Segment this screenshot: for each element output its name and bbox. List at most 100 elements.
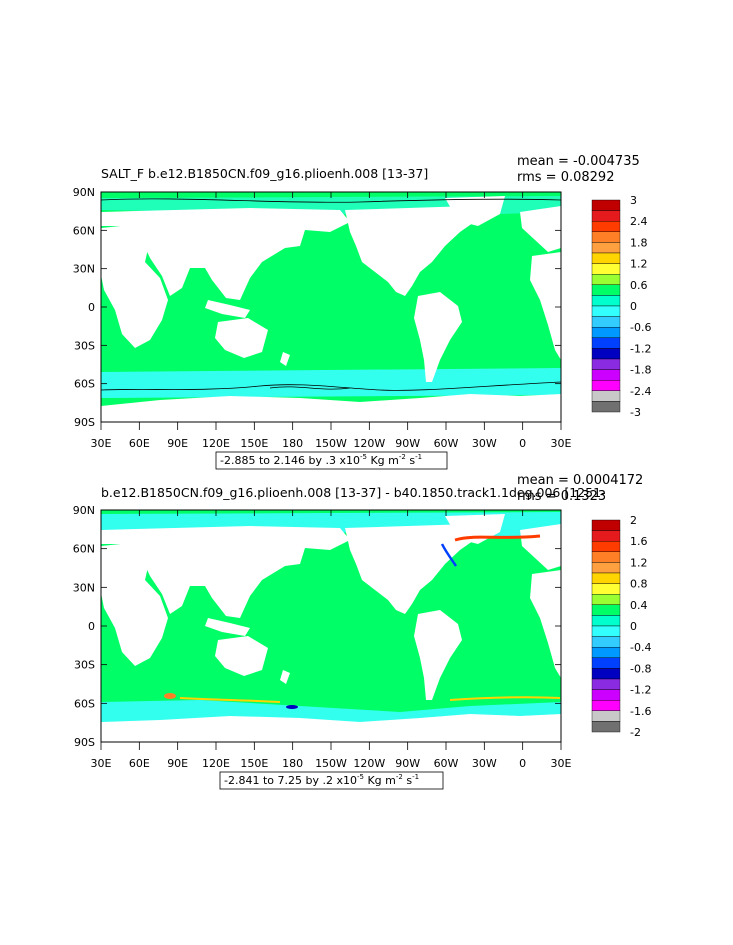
- contour-line: [100, 198, 562, 203]
- longitude-label: 180: [282, 437, 303, 450]
- longitude-label: 90W: [395, 437, 420, 450]
- land-north-america: [345, 524, 480, 614]
- colorbar-swatch: [591, 401, 621, 413]
- rms-value: rms = 0.1323: [517, 489, 606, 504]
- colorbar-swatch: [591, 636, 621, 648]
- anomaly-southern-ocean: [164, 693, 176, 699]
- colorbar-label: -1.8: [630, 364, 651, 377]
- panel-title: b.e12.B1850CN.f09_g16.plioenh.008 [13-37…: [101, 485, 606, 500]
- longitude-label: 60E: [129, 757, 150, 770]
- latitude-label: 0: [88, 301, 95, 314]
- contour-line: [269, 386, 351, 390]
- longitude-label: 120W: [353, 437, 385, 450]
- latitude-label: 90S: [74, 736, 95, 749]
- range-label: -2.841 to 7.25 by .2 x10-5 Kg m-2 s-1: [224, 773, 419, 787]
- colorbar-swatch: [591, 337, 621, 349]
- colorbar-swatch: [591, 390, 621, 402]
- colorbar-swatch: [591, 721, 621, 733]
- anomaly-southern-ocean: [179, 697, 281, 703]
- mean-value: mean = 0.0004172: [517, 473, 643, 488]
- land-africa-east-edge: [530, 570, 561, 678]
- colorbar-swatch: [591, 263, 621, 275]
- colorbar-label: -1.2: [630, 684, 651, 697]
- colorbar-swatch: [591, 231, 621, 243]
- colorbar: 3 2.4 1.8 1.2 0.6 0 -0.6 -1.2 -1.8 -2.4 -3: [591, 194, 651, 419]
- longitude-label: 150E: [240, 757, 268, 770]
- latitude-label: 90N: [73, 186, 95, 199]
- latitude-labels: 90N 60N 30N 0 30S 60S 90S: [73, 186, 95, 429]
- land-antarctica: [101, 714, 561, 742]
- land-antarctica: [101, 394, 561, 422]
- longitude-label: 0: [519, 437, 526, 450]
- colorbar: 2 1.6 1.2 0.8 0.4 0 -0.4 -0.8 -1.2 -1.6 -2: [591, 514, 651, 739]
- land-south-america: [414, 610, 462, 700]
- colorbar-label: -1.2: [630, 342, 651, 355]
- latitude-label: 0: [88, 620, 95, 633]
- colorbar-label: 1.6: [630, 535, 648, 548]
- colorbar-swatch: [591, 274, 621, 286]
- map-area: [100, 509, 562, 750]
- colorbar-swatch: [591, 242, 621, 254]
- colorbar-label: 1.8: [630, 236, 648, 249]
- longitude-label: 0: [519, 757, 526, 770]
- colorbar-swatch: [591, 689, 621, 701]
- range-box-frame: [219, 771, 444, 790]
- colorbar-swatch: [591, 284, 621, 296]
- colorbar-label: 0: [630, 300, 637, 313]
- colorbar-swatch: [591, 316, 621, 328]
- longitude-label: 60E: [129, 437, 150, 450]
- colorbar-label: 3: [630, 194, 637, 207]
- latitude-labels: 90N 60N 30N 0 30S 60S 90S: [73, 504, 95, 749]
- colorbar-label: -0.6: [630, 321, 651, 334]
- colorbar-swatch: [591, 369, 621, 381]
- latitude-label: 90N: [73, 504, 95, 517]
- latitude-label: 60S: [74, 697, 95, 710]
- colorbar-label: 2: [630, 514, 637, 527]
- latitude-label: 30S: [74, 659, 95, 672]
- longitude-label: 120E: [202, 437, 230, 450]
- colorbar-swatch: [591, 358, 621, 370]
- panel-title: SALT_F b.e12.B1850CN.f09_g16.plioenh.008…: [101, 166, 428, 181]
- longitude-label: 60W: [434, 437, 459, 450]
- colorbar-swatch: [591, 220, 621, 232]
- land-australia: [215, 318, 268, 358]
- colorbar-label: -1.6: [630, 705, 651, 718]
- longitude-label: 30W: [472, 437, 497, 450]
- land-europe: [520, 206, 561, 252]
- colorbar-swatch: [591, 625, 621, 637]
- land-africa: [101, 225, 168, 348]
- longitude-label: 150W: [315, 437, 347, 450]
- longitude-label: 120E: [202, 757, 230, 770]
- colorbar-swatch: [591, 657, 621, 669]
- longitude-label: 120W: [353, 757, 385, 770]
- colorbar-label: 0: [630, 620, 637, 633]
- longitude-label: 90E: [167, 437, 188, 450]
- longitude-label: 30E: [91, 437, 112, 450]
- anomaly-labrador: [440, 543, 458, 567]
- colorbar-swatch: [591, 252, 621, 264]
- anomaly-southern-ocean: [449, 696, 561, 701]
- land-new-zealand: [280, 352, 290, 366]
- colorbar-swatch: [591, 519, 621, 531]
- latitude-label: 60N: [73, 224, 95, 237]
- range-label: -2.885 to 2.146 by .3 x10-5 Kg m-2 s-1: [220, 453, 422, 467]
- southern-ocean-band: [101, 368, 561, 398]
- land-south-america: [414, 292, 462, 382]
- longitude-label: 30W: [472, 757, 497, 770]
- axis-ticks: [100, 509, 562, 750]
- colorbar-swatch: [591, 530, 621, 542]
- colorbar-swatch: [591, 295, 621, 307]
- longitude-label: 30E: [551, 437, 572, 450]
- longitude-label: 30E: [551, 757, 572, 770]
- range-box: -2.885 to 2.146 by .3 x10-5 Kg m-2 s-1: [215, 451, 448, 470]
- colorbar-swatch: [591, 647, 621, 659]
- latitude-label: 30S: [74, 339, 95, 352]
- colorbar-swatch: [591, 583, 621, 595]
- land-africa: [101, 543, 168, 666]
- anomaly-north-atlantic: [454, 534, 541, 542]
- colorbar-label: 0.6: [630, 279, 648, 292]
- longitude-labels: 30E 60E 90E 120E 150E 180 150W 120W 90W 60W 30W 0 30…: [91, 757, 572, 770]
- colorbar-swatch: [591, 700, 621, 712]
- colorbar-swatch: [591, 562, 621, 574]
- longitude-labels: 30E 60E 90E 120E 150E 180 150W 120W 90W 60W 30W 0 30…: [91, 437, 572, 450]
